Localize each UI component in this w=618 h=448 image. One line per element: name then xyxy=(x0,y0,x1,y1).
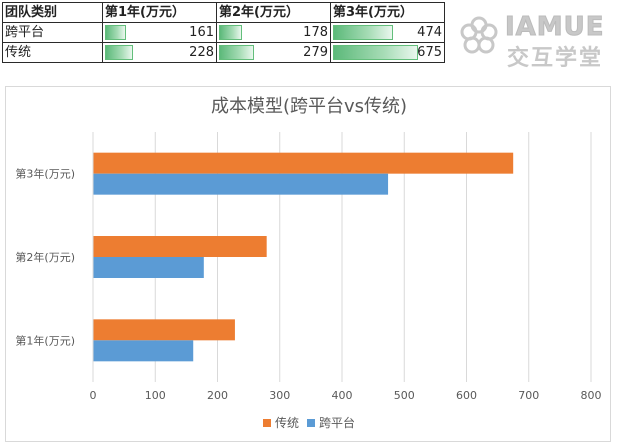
bar-传统 xyxy=(93,236,267,257)
legend-swatch xyxy=(262,418,271,427)
chart-legend[interactable]: 传统 跨平台 xyxy=(0,414,618,431)
cell-value: 279 xyxy=(303,45,328,60)
x-tick-label: 800 xyxy=(581,389,602,402)
bar-跨平台 xyxy=(93,340,194,362)
chart-title: 成本模型(跨平台vs传统) xyxy=(210,96,408,117)
x-tick-label: 200 xyxy=(207,389,228,402)
row-label-cell[interactable]: 传统 xyxy=(2,42,103,63)
iamue-logo: IAMUE 交互学堂 xyxy=(455,6,615,71)
category-label: 第1年(万元) xyxy=(15,333,75,347)
data-bar xyxy=(219,45,254,60)
bar-传统 xyxy=(93,319,235,341)
data-bar-cell[interactable]: 474 xyxy=(330,22,445,43)
data-bar xyxy=(333,25,393,40)
table-header-row: 团队类别 第1年(万元） 第2年(万元） 第3年(万元） xyxy=(2,2,445,23)
data-bar xyxy=(333,45,419,60)
cell-value: 178 xyxy=(303,25,328,40)
legend-label: 跨平台 xyxy=(319,416,356,430)
x-tick-label: 600 xyxy=(456,389,477,402)
x-tick-label: 400 xyxy=(332,389,353,402)
cell-value: 228 xyxy=(189,45,214,60)
data-bar xyxy=(105,25,126,40)
x-tick-label: 100 xyxy=(145,389,166,402)
category-label: 第2年(万元) xyxy=(15,250,75,264)
bar-传统 xyxy=(93,152,514,174)
data-bar xyxy=(219,25,242,40)
logo-text-cn: 交互学堂 xyxy=(507,46,604,71)
x-tick-label: 500 xyxy=(394,389,415,402)
legend-item[interactable]: 传统 xyxy=(262,414,299,431)
cell-value: 675 xyxy=(417,45,442,60)
table-row: 传统 228 279 675 xyxy=(2,42,445,63)
cell-value: 161 xyxy=(189,25,214,40)
flower-logo-icon xyxy=(460,16,498,54)
bar-跨平台 xyxy=(93,257,204,278)
category-label: 第3年(万元) xyxy=(15,167,75,181)
x-tick-label: 0 xyxy=(90,389,97,402)
bar-跨平台 xyxy=(93,173,389,195)
legend-item[interactable]: 跨平台 xyxy=(307,414,355,431)
data-bar xyxy=(105,45,134,60)
cell-value: 474 xyxy=(417,25,442,40)
data-bar-cell[interactable]: 228 xyxy=(102,42,217,63)
header-cell[interactable]: 团队类别 xyxy=(2,2,103,23)
x-tick-label: 300 xyxy=(269,389,290,402)
logo-text-en: IAMUE xyxy=(505,12,605,43)
legend-swatch xyxy=(307,418,315,427)
data-table: 团队类别 第1年(万元） 第2年(万元） 第3年(万元） 跨平台 161 178… xyxy=(2,2,445,63)
table-row: 跨平台 161 178 474 xyxy=(2,22,445,43)
legend-label: 传统 xyxy=(274,416,299,430)
data-bar-cell[interactable]: 178 xyxy=(216,22,331,43)
data-bar-cell[interactable]: 279 xyxy=(216,42,331,63)
x-tick-label: 700 xyxy=(518,389,539,402)
data-bar-cell[interactable]: 675 xyxy=(330,42,445,63)
header-cell[interactable]: 第1年(万元） xyxy=(102,2,217,23)
header-cell[interactable]: 第2年(万元） xyxy=(216,2,331,23)
